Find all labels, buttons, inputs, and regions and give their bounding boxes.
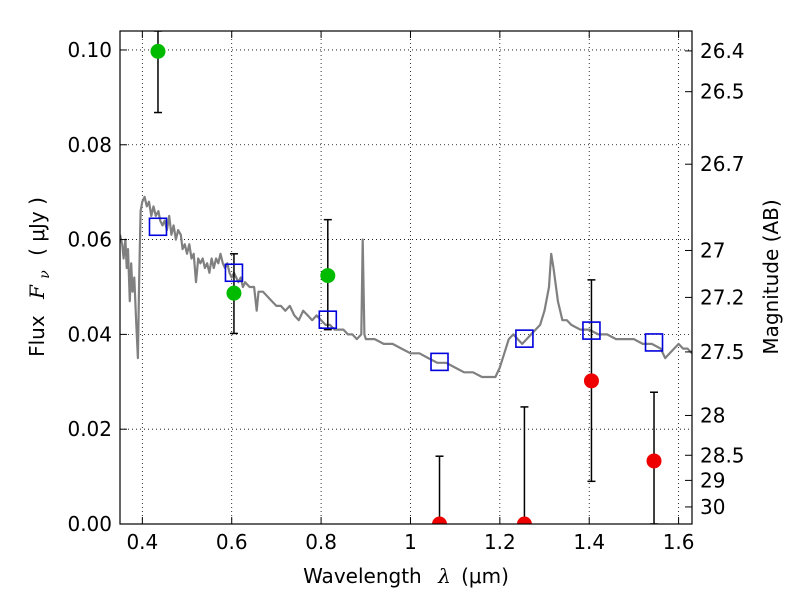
y-axis-title-units: ( μJy ) xyxy=(25,197,49,256)
y-axis-title-prefix: Flux xyxy=(25,315,49,357)
right-tick-label: 26.5 xyxy=(700,80,745,104)
right-tick-label: 30 xyxy=(700,495,725,519)
right-tick-label: 28.5 xyxy=(700,443,745,467)
x-axis-title-units: (μm) xyxy=(461,564,509,588)
data-point xyxy=(516,516,532,524)
y-tick-label: 0.10 xyxy=(67,38,112,62)
x-tick-label: 1.2 xyxy=(484,530,516,554)
model-point xyxy=(515,329,534,348)
y-tick-label: 0.00 xyxy=(67,512,112,536)
model-point xyxy=(224,263,244,283)
right-axis-ticks: 26.4 26.5 26.7 27 27.2 27.5 28 28.529 30 xyxy=(685,39,745,519)
y-axis-title: Flux F ν ( μJy ) xyxy=(25,197,54,357)
x-axis-title-symbol: λ xyxy=(437,564,451,588)
data-point xyxy=(150,43,166,59)
model-point xyxy=(318,310,338,329)
right-axis-title: Magnitude (AB) xyxy=(759,199,783,354)
x-tick-label: 0.6 xyxy=(216,530,248,554)
y-tick-label: 0.06 xyxy=(67,228,112,252)
plot-frame xyxy=(119,30,693,525)
grid-lines xyxy=(120,31,692,525)
data-point xyxy=(583,373,599,389)
x-tick-label: 0.8 xyxy=(305,530,337,554)
spectrum-line xyxy=(120,195,692,379)
y-tick-label: 0.08 xyxy=(67,133,112,157)
right-tick-label: 27.5 xyxy=(700,340,745,364)
y-tick-label: 0.04 xyxy=(67,322,112,346)
right-tick-label: 27.2 xyxy=(700,285,745,309)
data-point xyxy=(432,516,448,524)
model-point xyxy=(148,217,168,237)
x-axis-title: Wavelength λ (μm) xyxy=(303,564,509,588)
data-point xyxy=(320,268,336,284)
right-tick-label: 28 xyxy=(700,403,725,427)
right-tick-label: 27 xyxy=(700,238,725,262)
right-tick-label: 26.7 xyxy=(700,152,745,176)
error-bars xyxy=(153,31,659,524)
y-axis-title-subscript: ν xyxy=(37,270,53,279)
x-axis-title-prefix: Wavelength xyxy=(303,564,422,588)
model-spectrum xyxy=(120,195,692,379)
y-tick-label: 0.02 xyxy=(67,417,112,441)
y-axis-title-symbol: F xyxy=(25,284,49,300)
right-tick-label: 26.4 xyxy=(700,39,745,63)
right-tick-label: 29 xyxy=(700,468,725,492)
x-tick-label: 0.4 xyxy=(126,530,158,554)
data-point xyxy=(646,453,662,469)
data-markers xyxy=(148,43,664,524)
model-point xyxy=(582,321,601,340)
x-tick-label: 1.4 xyxy=(573,530,605,554)
model-point xyxy=(644,333,664,352)
x-tick-label: 1 xyxy=(404,530,417,554)
x-tick-label: 1.6 xyxy=(663,530,695,554)
model-point xyxy=(430,352,449,372)
data-point xyxy=(226,285,242,301)
x-axis-ticks: 0.4 0.6 0.8 1 1.2 1.4 1.6 xyxy=(126,31,695,554)
y-axis-ticks: 0.00 0.02 0.04 0.06 0.08 0.10 xyxy=(67,38,127,536)
